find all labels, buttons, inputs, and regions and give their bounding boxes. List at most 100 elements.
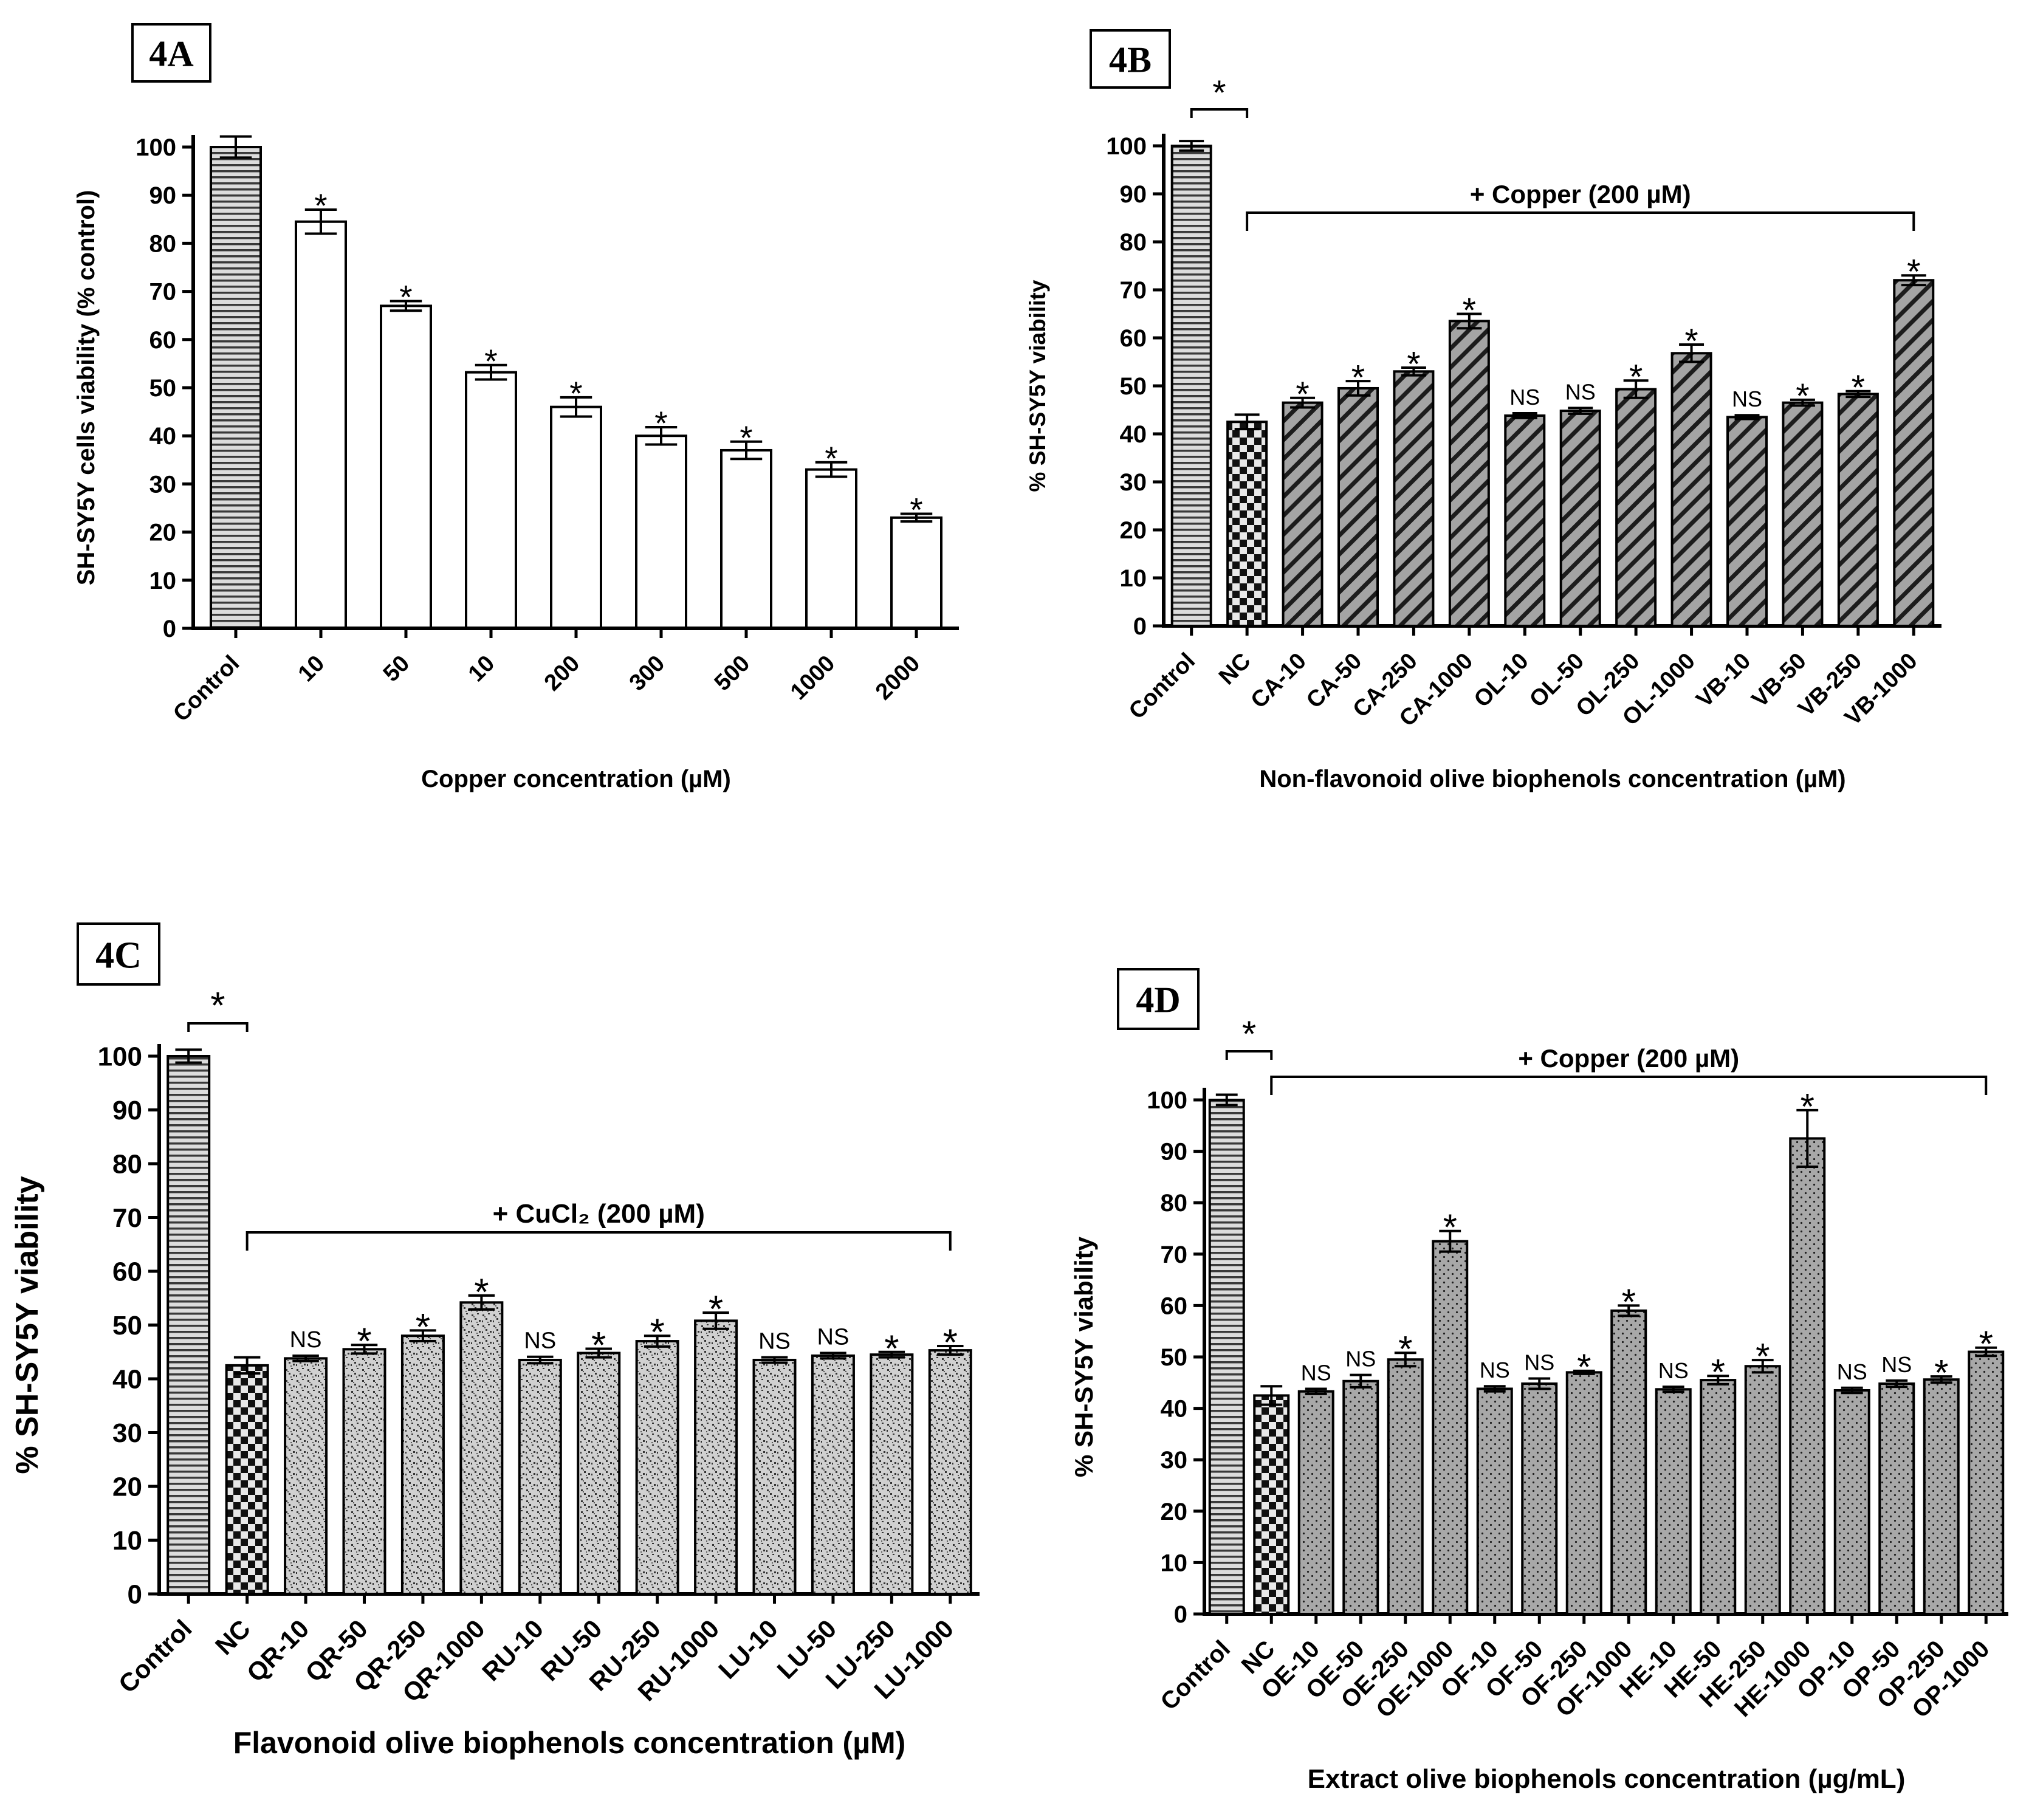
treatment-bracket (245, 1231, 952, 1251)
x-tick-label: Control (1155, 1635, 1235, 1715)
bar (1337, 386, 1379, 627)
bar (1476, 1387, 1513, 1615)
panel-4b: 4B 0 10 20 30 40 50 60 70 80 90 100 % SH-SY5Y viabil… (1025, 29, 1941, 792)
control-bracket (1225, 1050, 1273, 1060)
panel-4c: 4C 0 10 20 30 40 50 60 70 80 90 100 % SH-SY5Y viabil… (10, 922, 980, 1760)
y-tick-label: 50 (1161, 1344, 1188, 1371)
y-tick-label: 20 (112, 1472, 142, 1502)
x-tick-label: VB-10 (1691, 648, 1756, 713)
significance-ns: NS (1565, 379, 1596, 404)
bar (284, 1357, 328, 1596)
x-tick-label: LU-10 (713, 1614, 783, 1684)
significance-star: * (650, 1311, 664, 1354)
bar (1700, 1379, 1737, 1616)
bar (210, 146, 262, 630)
significance-star: * (1398, 1329, 1412, 1370)
bar (465, 371, 517, 630)
bar (400, 1334, 445, 1595)
bar (1448, 320, 1490, 627)
y-tick-label: 100 (136, 134, 176, 161)
bar (1342, 1379, 1379, 1615)
y-tick-label: 10 (1120, 565, 1147, 592)
bar (1226, 421, 1268, 627)
x-tick-label: 10 (294, 651, 330, 687)
significance-ns: NS (1345, 1347, 1376, 1372)
x-tick-label: CA-10 (1246, 648, 1311, 713)
bar (1253, 1394, 1290, 1615)
y-tick-label: 50 (112, 1311, 142, 1341)
panel-label-box (77, 922, 160, 986)
x-tick-label: 500 (710, 651, 755, 696)
x-tick-label: NC (210, 1614, 256, 1660)
significance-star: * (1629, 358, 1643, 397)
y-tick-label: 30 (1120, 469, 1147, 496)
treatment-bracket-label: + Copper (200 µM) (1518, 1044, 1739, 1073)
panel-4a: 4A 0 10 20 30 40 50 60 70 80 90 100 SH-SY5Y cells vi… (73, 23, 959, 792)
bar (1655, 1388, 1692, 1616)
x-tick-label: OL-10 (1469, 648, 1534, 713)
x-tick-label: Control (1124, 648, 1200, 724)
y-tick-label: 40 (112, 1364, 142, 1394)
bar (811, 1354, 855, 1596)
bar (459, 1301, 504, 1596)
control-bracket (1190, 108, 1249, 118)
panel-label: 4C (95, 935, 142, 976)
bar (752, 1359, 797, 1595)
bar (550, 405, 602, 630)
treatment-bracket (1246, 211, 1915, 231)
bar (1282, 401, 1323, 628)
significance-star: * (943, 1322, 958, 1364)
panel-label: 4A (149, 34, 193, 74)
significance-star: * (709, 1288, 723, 1331)
y-tick-label: 90 (112, 1096, 142, 1125)
x-tick-label: 2000 (871, 651, 925, 705)
x-tick-label: 200 (540, 651, 585, 696)
bar (1968, 1350, 2005, 1616)
x-tick-label: Control (113, 1614, 197, 1698)
significance-star: * (1801, 1086, 1814, 1127)
y-tick-label: 80 (1120, 229, 1147, 256)
bar (928, 1349, 972, 1595)
bar (1297, 1390, 1334, 1615)
y-tick-label: 60 (1161, 1293, 1188, 1319)
y-tick-label: 80 (1161, 1190, 1188, 1217)
x-tick-label: 300 (625, 651, 670, 696)
significance-star: * (1443, 1207, 1457, 1248)
significance-star: * (591, 1324, 606, 1367)
significance-star: * (1296, 375, 1309, 414)
bar (805, 468, 857, 630)
bar (1521, 1382, 1558, 1615)
significance-ns: NS (1837, 1359, 1867, 1384)
significance-star: * (910, 491, 922, 529)
significance-star: * (569, 374, 582, 412)
x-axis-label: Extract olive biophenols concentration (… (1308, 1764, 1906, 1794)
y-tick-label: 0 (1133, 613, 1147, 640)
y-tick-label: 80 (149, 230, 177, 257)
significance-star: * (1852, 368, 1865, 407)
significance-star: * (1463, 291, 1476, 330)
bar (1393, 370, 1435, 627)
significance-star: * (740, 419, 752, 456)
bar (1559, 410, 1601, 628)
y-tick-label: 50 (1120, 373, 1147, 400)
y-tick-label: 70 (1120, 277, 1147, 304)
x-tick-label: 50 (379, 651, 415, 687)
bar (1893, 279, 1935, 627)
significance-star: * (654, 404, 667, 442)
bar (720, 448, 772, 630)
bar (1504, 414, 1546, 627)
significance-star: * (1756, 1336, 1770, 1376)
bar (1923, 1378, 1960, 1616)
bar (890, 516, 942, 630)
y-tick-label: 10 (112, 1526, 142, 1556)
y-tick-label: 70 (112, 1203, 142, 1233)
bar (1837, 393, 1879, 627)
y-axis-label: SH-SY5Y cells viability (% control) (73, 190, 100, 586)
bar (1170, 145, 1212, 627)
significance-star: * (416, 1306, 430, 1348)
control-star: * (1242, 1014, 1256, 1054)
bar (1208, 1099, 1245, 1615)
bar (295, 220, 347, 630)
panel-label: 4B (1109, 40, 1152, 80)
y-tick-label: 40 (1120, 421, 1147, 448)
